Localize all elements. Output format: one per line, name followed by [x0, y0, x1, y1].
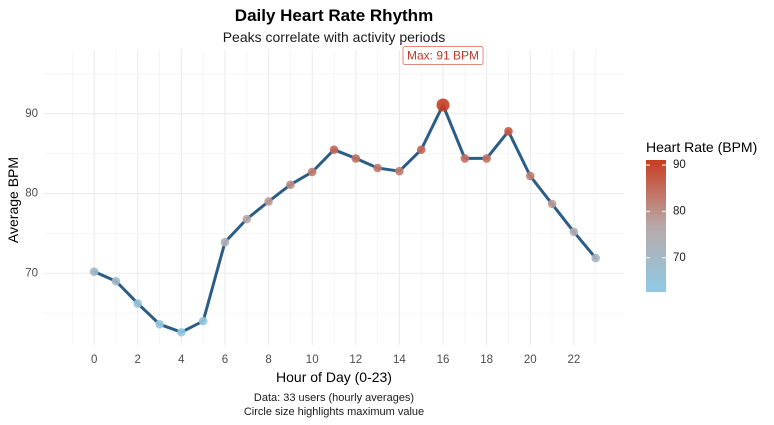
data-point — [220, 237, 230, 247]
data-point — [525, 171, 535, 181]
x-tick-label: 18 — [480, 354, 493, 366]
chart-subtitle: Peaks correlate with activity periods — [223, 29, 446, 45]
data-point — [89, 267, 99, 276]
data-point — [177, 327, 186, 337]
data-point — [286, 180, 295, 190]
legend-title: Heart Rate (BPM) — [646, 139, 757, 155]
legend-ticks: 70 80 90 — [646, 159, 686, 264]
grid — [44, 50, 624, 345]
x-tick-label: 6 — [222, 354, 228, 366]
x-tick-label: 22 — [567, 354, 580, 366]
x-tick-label: 14 — [393, 354, 406, 366]
y-tick-label: 90 — [25, 108, 38, 120]
legend-colorbar — [646, 160, 666, 292]
x-axis-title: Hour of Day (0-23) — [276, 369, 392, 385]
x-tick-label: 16 — [437, 354, 450, 366]
x-tick-label: 12 — [349, 354, 362, 366]
caption-line-1: Data: 33 users (hourly averages) — [254, 392, 414, 404]
y-tick-label: 80 — [25, 188, 38, 200]
x-tick-label: 4 — [178, 354, 185, 366]
series-line — [92, 103, 598, 334]
caption-line-2: Circle size highlights maximum value — [244, 406, 424, 418]
data-points — [89, 98, 600, 337]
data-point — [198, 316, 208, 326]
data-point — [460, 154, 470, 163]
data-point — [329, 145, 339, 154]
data-point — [482, 154, 491, 163]
chart-title: Daily Heart Rate Rhythm — [235, 6, 433, 25]
x-tick-label: 10 — [306, 354, 319, 366]
y-axis-title: Average BPM — [5, 157, 21, 243]
x-tick-label: 20 — [524, 354, 537, 366]
x-tick-label: 2 — [135, 354, 141, 366]
x-axis-ticks: 0 2 4 6 8 10 12 14 16 18 20 22 — [91, 354, 580, 366]
x-tick-label: 0 — [91, 354, 97, 366]
data-point — [591, 253, 600, 263]
legend: Heart Rate (BPM) 70 80 90 — [646, 139, 757, 292]
data-point — [264, 197, 273, 206]
x-tick-label: 8 — [265, 354, 271, 366]
legend-tick-label: 90 — [673, 159, 686, 171]
y-axis-ticks: 70 80 90 — [25, 108, 38, 279]
data-point — [307, 167, 317, 177]
max-annotation: Max: 91 BPM — [402, 46, 484, 66]
data-point — [133, 299, 143, 308]
data-point — [504, 127, 513, 136]
data-point — [395, 166, 404, 176]
data-point — [111, 276, 121, 286]
annotation-label: Max: 91 BPM — [407, 49, 479, 63]
legend-tick-label: 70 — [673, 252, 686, 264]
legend-tick-label: 80 — [673, 205, 686, 217]
data-point — [569, 227, 579, 237]
max-point — [436, 98, 450, 112]
annotation-box — [402, 46, 484, 66]
y-tick-label: 70 — [25, 267, 38, 279]
data-point — [351, 154, 361, 163]
data-point — [547, 199, 557, 209]
data-point — [416, 145, 426, 154]
data-point — [373, 163, 382, 173]
data-point — [155, 319, 164, 329]
data-point — [242, 214, 252, 224]
